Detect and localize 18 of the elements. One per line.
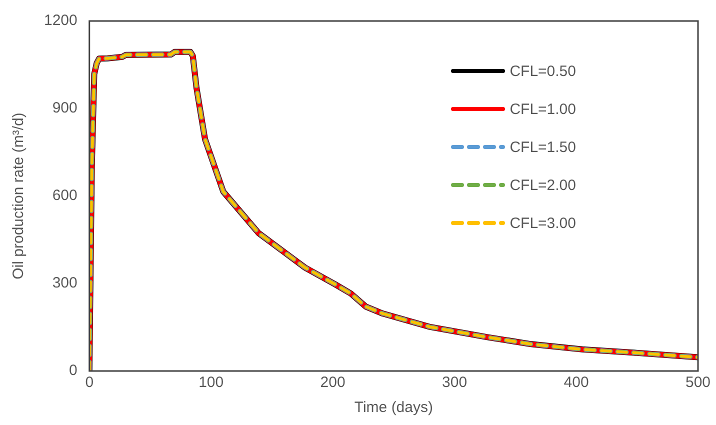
legend-label: CFL=3.00 [510, 214, 576, 232]
y-tick-label: 300 [52, 274, 78, 292]
y-tick-label: 600 [52, 187, 78, 204]
x-tick-label: 100 [198, 374, 224, 392]
x-tick-label: 400 [564, 374, 589, 392]
x-tick-label: 0 [85, 374, 94, 392]
legend-label: CFL=0.50 [510, 62, 576, 80]
legend-label: CFL=2.00 [510, 176, 576, 194]
x-axis-title: Time (days) [354, 399, 433, 416]
x-tick-label: 200 [320, 374, 346, 392]
y-axis-title: Oil production rate (m³/d) [10, 112, 28, 280]
legend-label: CFL=1.00 [510, 100, 576, 118]
y-tick-label: 900 [52, 100, 78, 117]
x-tick-label: 300 [442, 374, 468, 392]
y-tick-label: 0 [69, 362, 78, 380]
y-tick-label: 1200 [44, 12, 78, 30]
legend-label: CFL=1.50 [510, 138, 576, 156]
x-tick-label: 500 [685, 374, 711, 392]
